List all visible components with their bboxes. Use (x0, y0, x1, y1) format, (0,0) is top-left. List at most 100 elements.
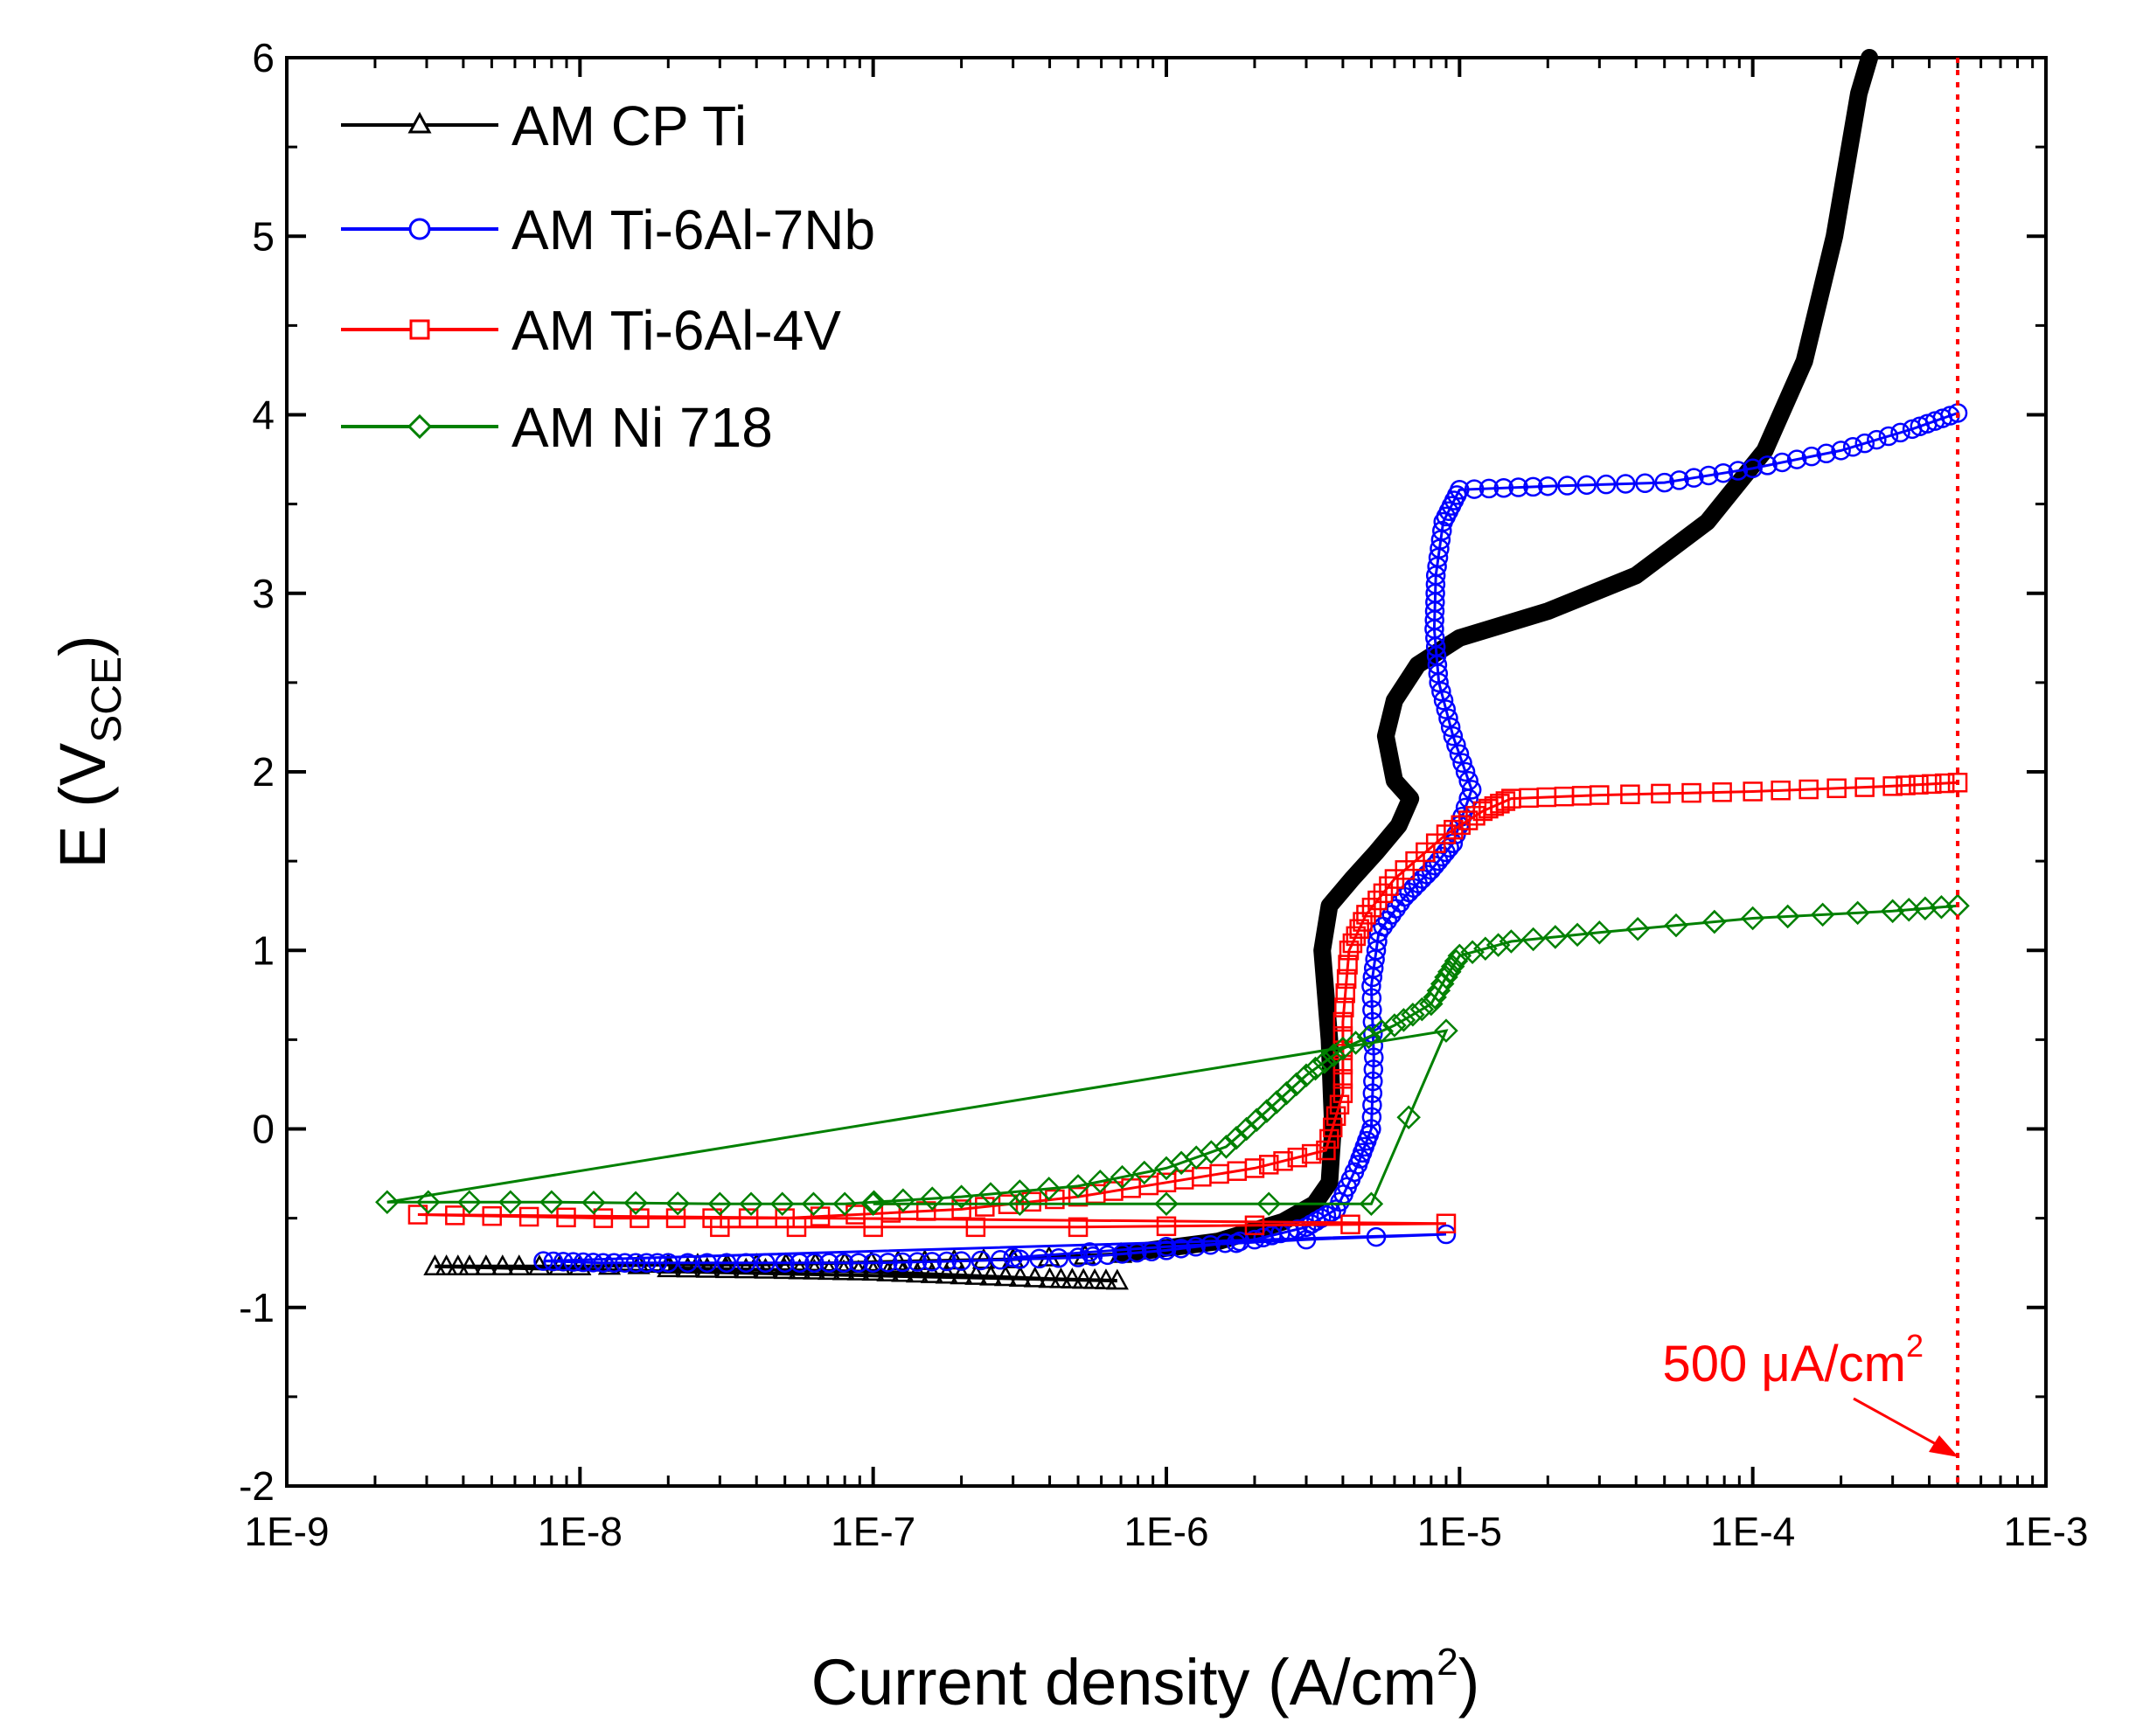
y-tick-label: 4 (252, 392, 275, 438)
data-point (1543, 925, 1568, 949)
data-point (1490, 794, 1510, 814)
data-point (775, 1253, 795, 1273)
data-point (1339, 941, 1360, 961)
data-point (891, 1188, 915, 1212)
data-point (1105, 1268, 1129, 1290)
data-point (891, 1260, 915, 1282)
data-point (416, 1190, 441, 1215)
data-point (539, 1190, 564, 1215)
data-point (1438, 708, 1458, 728)
y-tick-label: 3 (252, 571, 275, 616)
data-point (1264, 1090, 1289, 1115)
legend-triangle-icon (407, 111, 432, 134)
data-point (1338, 955, 1358, 975)
data-point (1523, 476, 1543, 497)
data-point (1446, 735, 1466, 755)
data-point (1437, 959, 1462, 984)
data-point (1635, 473, 1655, 494)
data-point (1332, 1011, 1353, 1032)
data-point (1651, 783, 1671, 804)
data-point (1331, 1036, 1355, 1061)
data-point (423, 1254, 447, 1276)
data-point (1867, 429, 1887, 450)
data-point (1294, 1063, 1318, 1087)
data-point (1349, 919, 1369, 939)
data-point (1112, 1244, 1132, 1264)
data-point (1450, 480, 1470, 500)
data-point (964, 1264, 988, 1285)
y-tick-label: -2 (239, 1463, 275, 1509)
data-point (716, 1253, 737, 1273)
series-dense-band (1112, 49, 1879, 1263)
data-point (1842, 437, 1863, 457)
data-point (1342, 933, 1363, 954)
data-point (1434, 965, 1458, 990)
data-point (1361, 1119, 1381, 1139)
data-point (936, 1251, 957, 1272)
data-point (1362, 1095, 1382, 1115)
data-point (1432, 521, 1452, 541)
data-point (1364, 1047, 1384, 1068)
data-point (1008, 1266, 1033, 1287)
data-point (1258, 1155, 1279, 1175)
x-axis-title: Current density (A/cm2) (811, 1641, 1480, 1719)
data-point (543, 1251, 564, 1272)
data-point (1141, 1241, 1162, 1262)
data-point (1436, 699, 1457, 719)
arrowhead-icon (1929, 1435, 1959, 1457)
data-point (1068, 1247, 1089, 1267)
data-point (951, 1199, 971, 1219)
data-point (593, 1208, 614, 1228)
data-point (1021, 1191, 1041, 1212)
data-point (1072, 1267, 1096, 1289)
y-tick-label: 0 (252, 1107, 275, 1152)
data-point (1048, 1247, 1069, 1268)
data-point (769, 1191, 795, 1217)
data-point (1890, 422, 1910, 443)
plot-frame (285, 56, 2048, 1488)
data-point (1455, 761, 1476, 782)
data-point (556, 1207, 576, 1228)
legend-label-ti6al7nb: AM Ti-6Al-7Nb (511, 198, 875, 261)
data-point (1156, 1237, 1177, 1257)
data-point (1200, 1235, 1221, 1255)
data-point (695, 1256, 719, 1278)
data-point (1520, 927, 1546, 952)
x-tick-label: 1E-9 (244, 1509, 329, 1554)
data-point (1244, 1215, 1265, 1236)
data-point (1702, 909, 1727, 934)
data-point (950, 1263, 973, 1285)
data-point (604, 1253, 624, 1273)
data-point (978, 1182, 1003, 1206)
data-point (518, 1206, 539, 1227)
data-point (1382, 1013, 1407, 1038)
data-point (1669, 470, 1689, 490)
data-point (1508, 477, 1528, 497)
data-point (658, 1253, 678, 1273)
data-point (1244, 1158, 1265, 1178)
data-point (1319, 1128, 1339, 1149)
data-point (1311, 1208, 1332, 1228)
data-point (1340, 1214, 1360, 1235)
data-point (1896, 775, 1916, 795)
data-point (920, 1186, 945, 1211)
data-point (735, 1253, 756, 1273)
data-point (1255, 1099, 1279, 1123)
data-point (1493, 477, 1514, 498)
y-tick-label: 5 (252, 213, 275, 259)
data-point (1362, 1000, 1382, 1020)
data-point (1801, 446, 1822, 467)
data-point (407, 1205, 428, 1225)
data-point (1786, 449, 1807, 469)
data-point (1322, 1117, 1343, 1138)
data-point (1615, 474, 1636, 494)
data-point (922, 1252, 943, 1272)
data-point (1325, 1106, 1346, 1127)
data-point (1366, 1226, 1387, 1247)
data-point (1728, 461, 1749, 481)
data-point (1369, 1018, 1394, 1044)
data-point (1854, 777, 1875, 797)
data-point (832, 1191, 857, 1217)
data-point (1003, 1247, 1023, 1267)
data-point (1361, 897, 1382, 918)
